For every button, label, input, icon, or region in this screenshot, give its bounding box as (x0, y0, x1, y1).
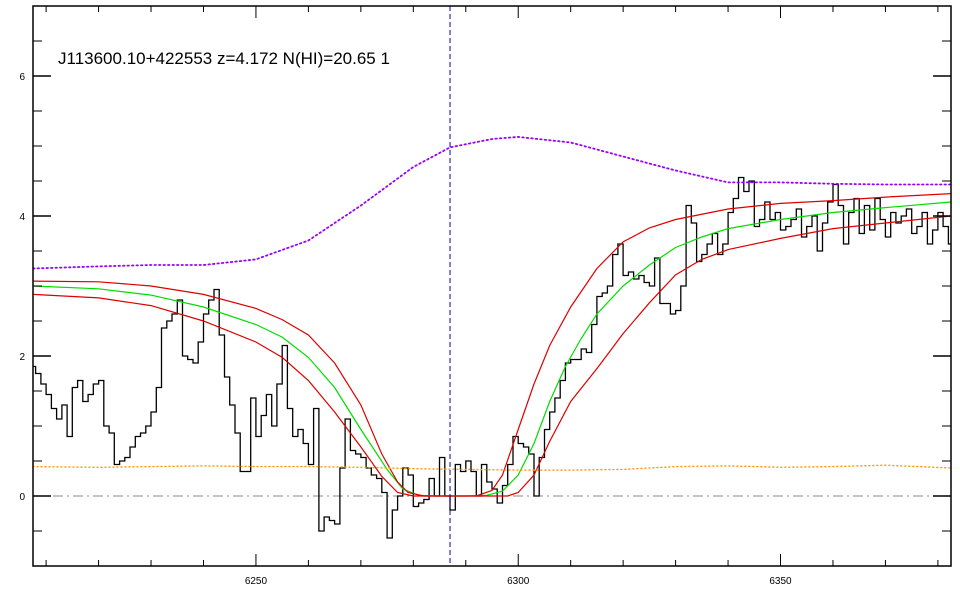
chart-title: J113600.10+422553 z=4.172 N(HI)=20.65 1 (58, 49, 390, 68)
series-error-line (33, 464, 951, 471)
series-fit_lower-line (33, 215, 951, 497)
y-tick-label: 6 (19, 72, 25, 83)
x-tick-label: 6350 (769, 576, 792, 587)
x-tick-label: 6300 (507, 576, 530, 587)
y-tick-label: 4 (19, 212, 25, 223)
plot-area (33, 6, 951, 566)
series-continuum-line (33, 135, 951, 270)
y-tick-label: 2 (19, 352, 25, 363)
x-tick-label: 6250 (245, 576, 268, 587)
series-layer (33, 6, 951, 566)
series-fit_upper-line (33, 193, 951, 497)
series-flux-line (33, 176, 951, 539)
series-fit-line (33, 201, 951, 497)
axis-layer: 6250 6300 6350 0 2 4 6 (19, 5, 952, 587)
y-tick-label: 0 (19, 492, 25, 503)
